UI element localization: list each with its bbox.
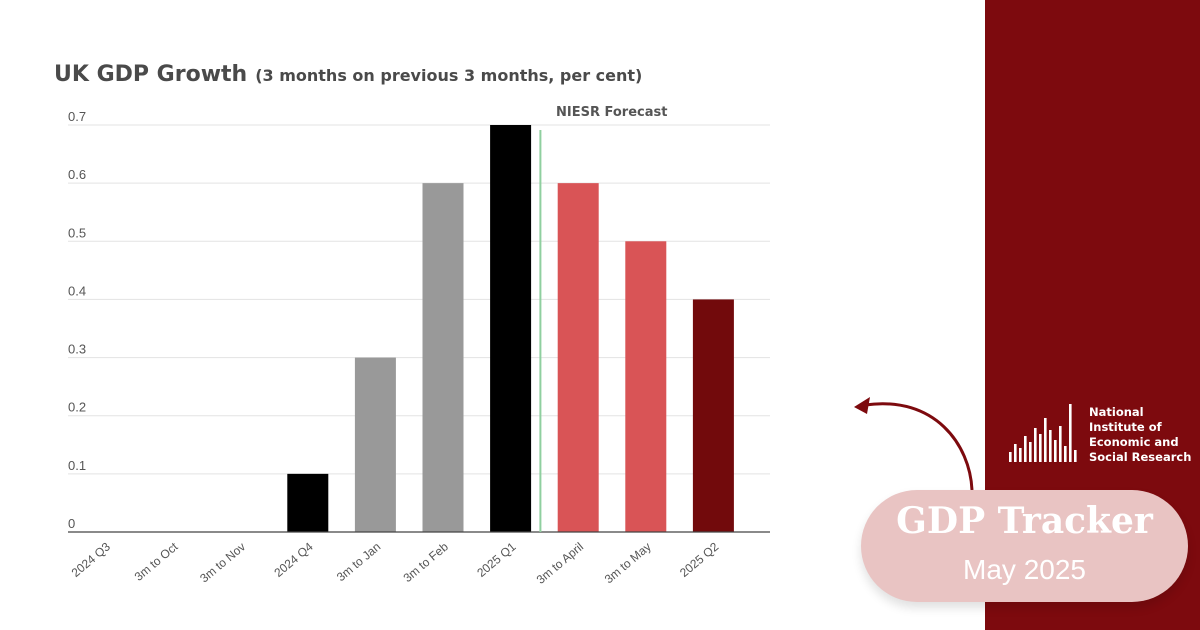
- logo-bar: [1014, 444, 1017, 462]
- bar: [557, 183, 599, 532]
- chart-title: UK GDP Growth: [54, 62, 248, 87]
- logo-line: National: [1089, 405, 1144, 419]
- niesr-logo-text: National Institute of Economic and Socia…: [1089, 405, 1191, 465]
- forecast-annotation: NIESR Forecast: [556, 105, 667, 120]
- logo-bar: [1039, 434, 1042, 462]
- logo-line: Economic and: [1089, 435, 1179, 449]
- bar-chart: 0 0.1 0.2 0.3 0.4 0.5 0.6 0.7 2024 Q3 3m to Oct 3m…: [68, 105, 770, 587]
- logo-bar: [1034, 428, 1037, 462]
- x-tick-label: 3m to May: [602, 540, 654, 587]
- logo-bar: [1064, 446, 1067, 462]
- x-tick-label: 2025 Q1: [474, 539, 519, 580]
- x-tick-label: 2025 Q2: [677, 539, 722, 580]
- bar: [625, 241, 667, 533]
- x-tick-label: 3m to Jan: [334, 540, 383, 585]
- badge-subtitle: May 2025: [963, 554, 1086, 585]
- chart-subtitle: (3 months on previous 3 months, per cent…: [255, 66, 643, 85]
- bar: [422, 183, 464, 532]
- logo-bar: [1029, 442, 1032, 462]
- logo-bar: [1044, 418, 1047, 462]
- gdp-tracker-badge: GDP Tracker May 2025: [861, 490, 1188, 602]
- y-tick-label: 0.1: [68, 458, 86, 473]
- y-tick-label: 0.5: [68, 225, 86, 240]
- x-tick-label: 3m to Nov: [197, 540, 248, 586]
- x-tick-label: 2024 Q3: [69, 539, 114, 580]
- bar: [490, 125, 532, 532]
- badge-title: GDP Tracker: [896, 500, 1153, 542]
- bar: [287, 473, 329, 532]
- y-tick-label: 0.3: [68, 342, 86, 357]
- y-tick-label: 0: [68, 516, 75, 531]
- bar: [354, 357, 396, 532]
- chart-area: UK GDP Growth (3 months on previous 3 mon…: [54, 62, 974, 587]
- logo-bar: [1074, 450, 1077, 462]
- niesr-logo-icon: [1009, 404, 1077, 462]
- bar: [692, 299, 734, 532]
- logo-line: Institute of: [1089, 420, 1162, 434]
- x-tick-label: 2024 Q4: [271, 539, 316, 580]
- logo-bar: [1054, 440, 1057, 462]
- y-tick-label: 0.6: [68, 167, 86, 182]
- x-tick-label: 3m to Feb: [401, 539, 452, 585]
- y-tick-label: 0.7: [68, 109, 86, 124]
- logo-bar: [1049, 430, 1052, 462]
- y-tick-label: 0.4: [68, 283, 86, 298]
- y-tick-label: 0.2: [68, 400, 86, 415]
- logo-bar: [1009, 452, 1012, 462]
- logo-line: Social Research: [1089, 450, 1192, 464]
- curved-arrow-icon: [854, 397, 974, 491]
- logo-bar: [1059, 426, 1062, 462]
- chart-title-block: UK GDP Growth (3 months on previous 3 mon…: [54, 62, 642, 87]
- x-tick-label: 3m to April: [534, 540, 586, 587]
- logo-bar: [1019, 448, 1022, 462]
- x-tick-label: 3m to Oct: [132, 539, 181, 584]
- logo-bar: [1069, 404, 1072, 462]
- logo-bar: [1024, 436, 1027, 462]
